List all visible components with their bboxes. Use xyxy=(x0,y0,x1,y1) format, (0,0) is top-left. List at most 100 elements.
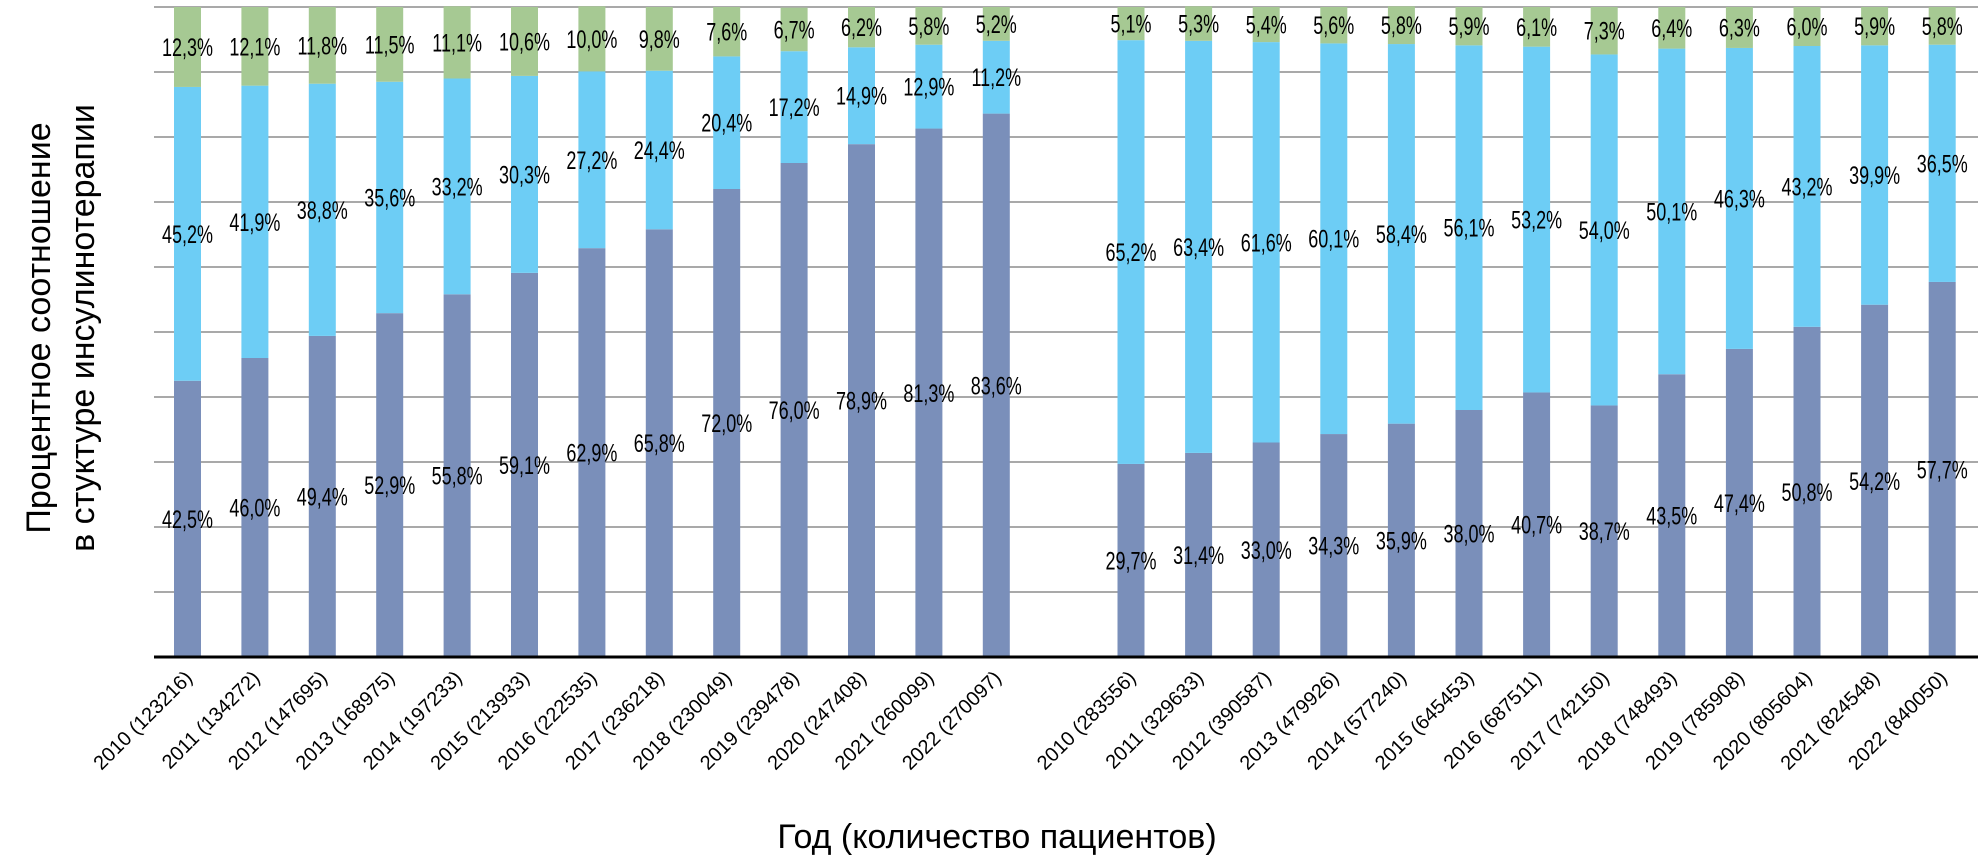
bar-segment-2 xyxy=(1117,40,1145,464)
data-label: 65,8% xyxy=(634,429,685,458)
data-label: 55,8% xyxy=(432,462,483,491)
data-label: 43,5% xyxy=(1646,502,1697,531)
data-label: 39,9% xyxy=(1849,161,1900,190)
data-label: 35,6% xyxy=(364,183,415,212)
bar-segment-1 xyxy=(1725,348,1753,657)
bar-segment-3 xyxy=(308,7,336,84)
bar-segment-2 xyxy=(780,51,808,164)
data-label: 54,0% xyxy=(1579,216,1630,245)
gridlines xyxy=(154,6,1978,593)
data-label: 42,5% xyxy=(162,505,213,534)
data-label: 46,0% xyxy=(229,494,280,523)
bar-segment-2 xyxy=(1455,45,1483,410)
data-label: 6,2% xyxy=(841,13,882,42)
bars xyxy=(174,6,1956,658)
bar-segment-2 xyxy=(174,86,201,381)
bar-segment-1 xyxy=(1928,281,1956,657)
data-label: 5,8% xyxy=(1922,12,1963,41)
data-label: 7,3% xyxy=(1584,17,1625,46)
bar-segment-1 xyxy=(915,128,943,658)
bar-segment-3 xyxy=(1320,7,1348,44)
data-label: 40,7% xyxy=(1511,511,1562,540)
bar-segment-3 xyxy=(443,6,471,79)
data-label: 50,8% xyxy=(1781,478,1832,507)
bar-segment-2 xyxy=(308,83,336,336)
bar-segment-2 xyxy=(241,85,269,359)
data-label: 60,1% xyxy=(1308,225,1359,254)
bar-segment-1 xyxy=(713,189,741,657)
bar-segment-3 xyxy=(1523,7,1551,47)
bar-segment-2 xyxy=(915,44,943,129)
data-label: 10,0% xyxy=(566,25,617,54)
data-label: 24,4% xyxy=(634,136,685,165)
data-label: 11,5% xyxy=(365,30,415,59)
data-label: 27,2% xyxy=(566,146,617,175)
data-label: 45,2% xyxy=(162,220,213,249)
data-label: 6,3% xyxy=(1719,14,1760,43)
data-label: 72,0% xyxy=(701,409,752,438)
bar-segment-1 xyxy=(1861,304,1889,657)
data-label: 76,0% xyxy=(769,396,820,425)
data-label: 31,4% xyxy=(1173,541,1224,570)
bar-segment-1 xyxy=(780,163,808,657)
bar-segment-2 xyxy=(1523,46,1551,393)
data-label: 33,0% xyxy=(1241,536,1292,565)
data-label: 38,8% xyxy=(297,196,348,225)
data-label: 57,7% xyxy=(1917,456,1968,485)
data-label: 78,9% xyxy=(836,387,887,416)
data-label: 59,1% xyxy=(499,451,550,480)
data-label: 10,6% xyxy=(499,27,550,56)
bar-segment-2 xyxy=(1861,45,1889,305)
data-label: 14,9% xyxy=(836,82,887,111)
data-label: 35,9% xyxy=(1376,526,1427,555)
bar-segment-1 xyxy=(443,294,471,657)
bar-segment-1 xyxy=(645,229,673,658)
bar-segment-1 xyxy=(1387,423,1415,657)
data-label: 12,9% xyxy=(903,73,954,102)
data-label: 5,9% xyxy=(1854,12,1895,41)
bar-segment-2 xyxy=(713,56,741,190)
bar-segment-2 xyxy=(1928,44,1956,282)
bar-segment-2 xyxy=(1387,44,1415,424)
data-label: 11,1% xyxy=(432,28,482,57)
data-label: 5,6% xyxy=(1313,11,1354,40)
y-axis-title-line1: Процентное соотношение xyxy=(20,122,58,533)
data-label: 11,2% xyxy=(971,63,1021,92)
data-label: 5,3% xyxy=(1178,10,1219,39)
bar-segment-2 xyxy=(578,71,606,249)
data-label: 36,5% xyxy=(1917,149,1968,178)
data-label: 5,2% xyxy=(976,10,1017,39)
bar-segment-1 xyxy=(1793,326,1821,657)
bar-segment-1 xyxy=(578,248,606,657)
bar-segment-3 xyxy=(1117,7,1145,41)
bar-segment-1 xyxy=(982,113,1010,658)
data-label: 49,4% xyxy=(297,482,348,511)
bar-segment-1 xyxy=(848,144,875,657)
bar-segment-3 xyxy=(1793,7,1821,46)
bar-segment-3 xyxy=(1185,6,1213,41)
data-label: 47,4% xyxy=(1714,489,1765,518)
bar-segment-1 xyxy=(1117,463,1145,657)
bar-segment-2 xyxy=(443,78,471,295)
data-label: 43,2% xyxy=(1781,172,1832,201)
bar-segment-1 xyxy=(1252,442,1280,657)
bar-segment-1 xyxy=(1658,374,1686,657)
data-label: 5,1% xyxy=(1110,10,1151,39)
data-label: 81,3% xyxy=(903,379,954,408)
data-label: 63,4% xyxy=(1173,233,1224,262)
data-label: 29,7% xyxy=(1105,547,1156,576)
data-label: 62,9% xyxy=(566,439,617,468)
data-label: 38,0% xyxy=(1443,520,1494,549)
data-label: 12,3% xyxy=(162,33,213,62)
bar-segment-3 xyxy=(713,7,741,57)
bar-segment-3 xyxy=(241,7,269,86)
bar-segment-3 xyxy=(848,7,875,48)
bar-segment-3 xyxy=(1658,7,1686,49)
bar-segment-3 xyxy=(1590,7,1618,55)
bar-segment-2 xyxy=(1725,47,1753,349)
data-label: 33,2% xyxy=(432,172,483,201)
bar-segment-3 xyxy=(1252,7,1280,43)
data-label: 17,2% xyxy=(769,93,820,122)
bar-segment-3 xyxy=(982,7,1010,41)
